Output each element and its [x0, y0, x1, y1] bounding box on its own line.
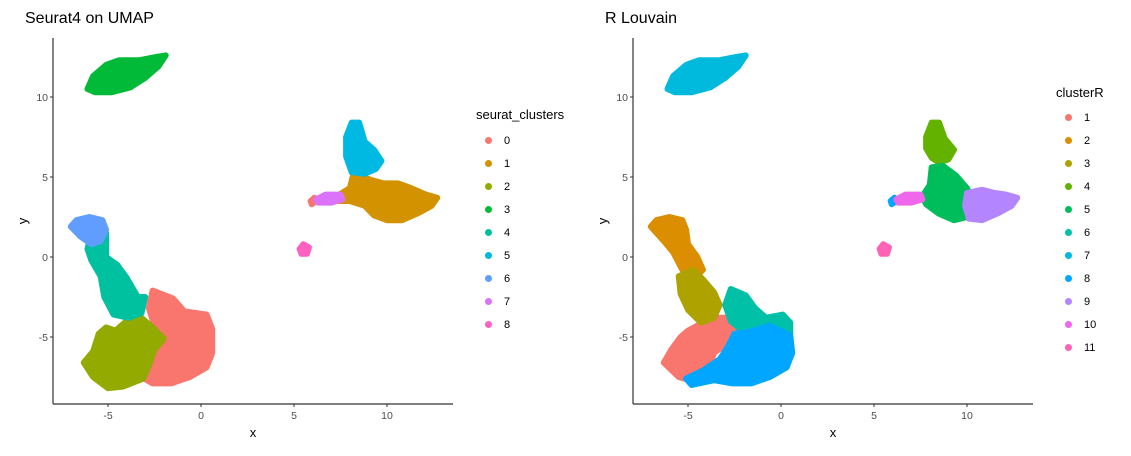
legend-color-dot-icon [1065, 160, 1072, 167]
cluster-8-points [296, 241, 312, 257]
y-tick-label: -5 [39, 332, 48, 344]
x-tick-label: 10 [961, 410, 973, 422]
legend-color-dot-icon [1065, 252, 1072, 259]
cluster-9-points [962, 186, 1021, 224]
legend-color-dot-icon [1065, 298, 1072, 305]
y-tick-label: -5 [619, 332, 628, 344]
legend-color-dot-icon [1065, 137, 1072, 144]
cluster-2-points [647, 214, 706, 283]
legend-label: 7 [504, 296, 511, 308]
legend-label: 4 [504, 227, 511, 239]
data-points [67, 52, 441, 392]
cluster-7-points [664, 52, 749, 96]
legend-color-dot-icon [485, 252, 492, 259]
legend-color-dot-icon [485, 321, 492, 328]
y-axis-label: y [595, 217, 610, 224]
cluster-11-points [876, 241, 892, 257]
cluster-6-points [67, 214, 110, 248]
legend-label: 1 [504, 158, 511, 170]
legend-label: 1 [1084, 112, 1091, 124]
legend-label: 7 [1084, 250, 1091, 262]
legend-color-dot-icon [485, 183, 492, 190]
legend-label: 6 [504, 273, 511, 285]
legend-color-dot-icon [485, 206, 492, 213]
legend-label: 5 [1084, 204, 1091, 216]
y-tick-label: 0 [42, 252, 48, 264]
x-tick-label: 0 [198, 410, 204, 422]
legend-label: 3 [1084, 158, 1091, 170]
x-axis-label: x [250, 425, 257, 440]
cluster-4-points [84, 230, 149, 321]
x-tick-label: 0 [778, 410, 784, 422]
x-axis-label: x [830, 425, 837, 440]
legend-label: 2 [504, 181, 511, 193]
y-tick-label: 10 [616, 92, 628, 104]
legend-color-dot-icon [1065, 344, 1072, 351]
legend-label: 8 [1084, 273, 1091, 285]
cluster-2-points [80, 310, 167, 392]
legend-label: 3 [504, 204, 511, 216]
legend-color-dot-icon [1065, 229, 1072, 236]
data-points [647, 52, 1021, 388]
legend-color-dot-icon [485, 298, 492, 305]
cluster-1-points [333, 170, 441, 224]
legend-label: 5 [504, 250, 511, 262]
legend-color-dot-icon [485, 275, 492, 282]
cluster-7-points [313, 191, 346, 206]
legend-title: clusterR [1056, 85, 1104, 100]
legend-label: 4 [1084, 181, 1091, 193]
cluster-6-points [722, 286, 794, 339]
right-plot-panel: R Louvain -5 0 5 10 -5 0 5 10 x y clusterR 1 2 3 4 5 6… [580, 0, 1131, 456]
legend-color-dot-icon [485, 137, 492, 144]
plot-title: Seurat4 on UMAP [25, 10, 154, 27]
cluster-3-points [675, 266, 723, 326]
legend-label: 2 [1084, 135, 1091, 147]
legend-color-dot-icon [485, 160, 492, 167]
legend-label: 10 [1084, 319, 1097, 331]
legend-label: 8 [504, 319, 511, 331]
x-tick-label: -5 [683, 410, 692, 422]
x-tick-label: -5 [103, 410, 112, 422]
legend-color-dot-icon [1065, 206, 1072, 213]
legend-color-dot-icon [485, 229, 492, 236]
y-tick-label: 10 [36, 92, 48, 104]
legend-title: seurat_clusters [476, 107, 565, 122]
y-axis-label: y [15, 217, 30, 224]
scatter-plot-area: -5 0 5 10 -5 0 5 10 x y [595, 38, 1033, 440]
legend-color-dot-icon [1065, 275, 1072, 282]
scatter-plot-area: -5 0 5 10 -5 0 5 10 x y [15, 38, 453, 440]
legend-label: 11 [1084, 342, 1096, 354]
legend-color-dot-icon [1065, 114, 1072, 121]
y-tick-label: 5 [622, 172, 628, 184]
x-tick-label: 5 [291, 410, 297, 422]
cluster-5-points [343, 119, 385, 177]
legend-label: 6 [1084, 227, 1091, 239]
cluster-3-points [84, 52, 169, 96]
cluster-4-points [923, 119, 957, 166]
legend-color-dot-icon [1065, 321, 1072, 328]
cluster-10-points [893, 191, 926, 206]
cluster-8-points [683, 322, 796, 388]
legend-label: 0 [504, 135, 511, 147]
plot-title: R Louvain [605, 10, 678, 27]
left-plot-panel: Seurat4 on UMAP -5 0 5 10 -5 0 5 10 x y seurat_cl… [15, 10, 565, 440]
x-tick-label: 5 [871, 410, 877, 422]
x-tick-label: 10 [381, 410, 393, 422]
y-tick-label: 0 [622, 252, 628, 264]
legend-label: 9 [1084, 296, 1091, 308]
y-tick-label: 5 [42, 172, 48, 184]
legend-color-dot-icon [1065, 183, 1072, 190]
